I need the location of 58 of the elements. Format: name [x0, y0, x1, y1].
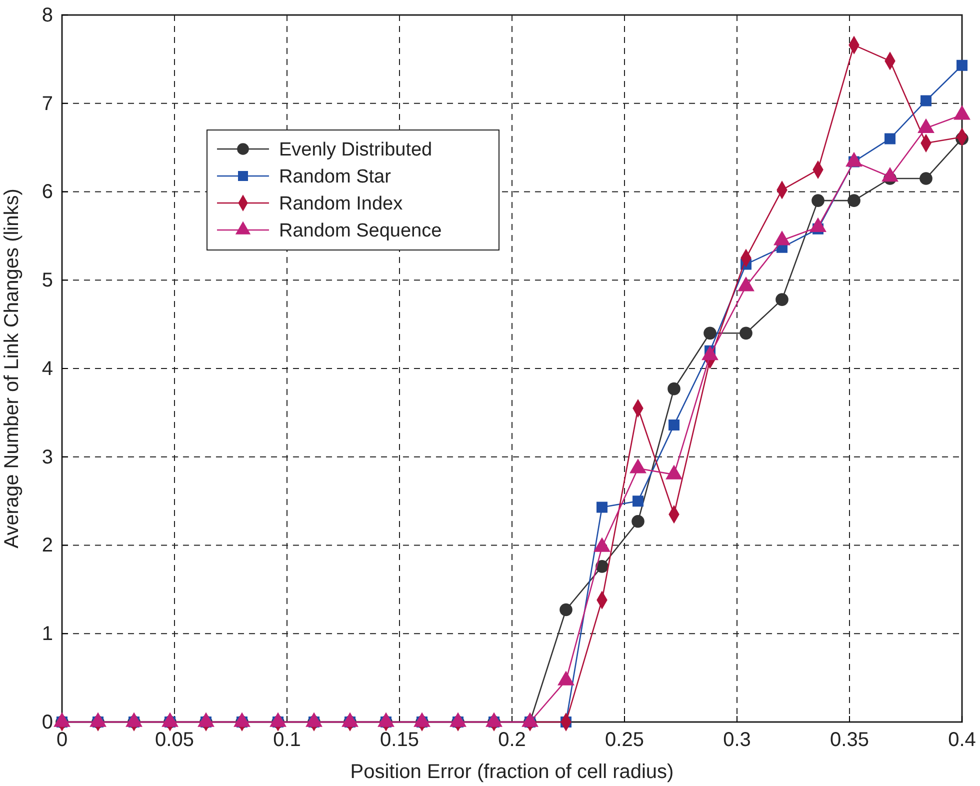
x-tick-label: 0 [56, 729, 68, 751]
point [632, 496, 644, 507]
x-tick-label: 0.35 [830, 729, 869, 751]
point [270, 712, 286, 727]
point [522, 712, 538, 727]
point [668, 382, 680, 396]
point [704, 326, 716, 340]
x-tick-label: 0.15 [380, 729, 419, 751]
y-tick-label: 5 [42, 270, 53, 292]
x-tick-label: 0.1 [273, 729, 301, 751]
point [450, 712, 466, 727]
point [234, 712, 250, 727]
x-tick-label: 0.2 [498, 729, 526, 751]
point [198, 712, 214, 727]
point [668, 420, 680, 431]
y-axis-title: Average Number of Link Changes (links) [1, 188, 23, 548]
point [560, 603, 572, 616]
point [632, 514, 644, 528]
point [54, 712, 70, 727]
point [126, 712, 142, 727]
x-tick-label: 0.25 [605, 729, 644, 751]
point [848, 194, 860, 207]
point [594, 538, 610, 552]
point [740, 326, 752, 340]
x-tick-label: 0.4 [948, 729, 976, 751]
legend-label: Random Star [279, 166, 392, 188]
point [90, 712, 106, 727]
y-tick-label: 2 [42, 534, 53, 557]
y-tick-label: 3 [42, 446, 53, 468]
point [812, 194, 824, 207]
point [414, 712, 430, 727]
point [956, 60, 968, 71]
point [920, 95, 932, 106]
y-tick-label: 0 [42, 711, 53, 734]
x-tick-label: 0.3 [723, 729, 751, 751]
point [630, 459, 646, 474]
legend-label: Evenly Distributed [279, 140, 432, 161]
point [776, 293, 788, 306]
point [666, 465, 682, 480]
point [486, 712, 502, 727]
point [596, 560, 608, 573]
point [342, 712, 358, 727]
point [558, 671, 574, 686]
y-tick-label: 4 [42, 358, 53, 380]
y-tick-label: 8 [42, 4, 53, 26]
point [920, 172, 932, 185]
point [306, 712, 322, 727]
y-tick-label: 6 [42, 181, 53, 204]
point [884, 133, 896, 144]
x-axis-title: Position Error (fraction of cell radius) [350, 761, 674, 783]
point [162, 712, 178, 727]
x-tick-label: 0.05 [155, 729, 194, 751]
y-tick-label: 1 [42, 623, 53, 646]
legend-label: Random Sequence [279, 220, 442, 242]
point [378, 712, 394, 727]
y-tick-label: 7 [42, 92, 53, 115]
point [596, 502, 608, 513]
legend-label: Random Index [279, 194, 404, 215]
